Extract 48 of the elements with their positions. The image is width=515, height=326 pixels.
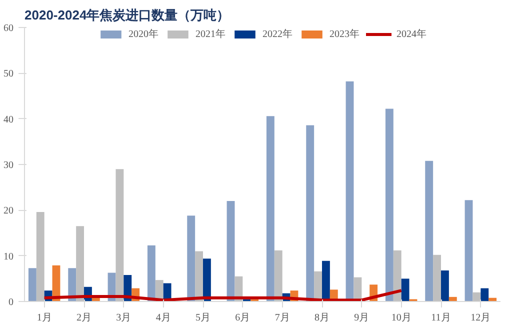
chart-title: 2020-2024年焦炭进口数量（万吨） [24,8,230,22]
bar [401,278,410,302]
bar [76,226,84,302]
x-tick-label: 1月 [36,312,52,324]
x-tick-label: 5月 [196,312,210,324]
legend-label: 2021年 [196,28,226,41]
bar [203,258,211,302]
bar [226,201,235,302]
x-tick-label: 7月 [274,312,290,324]
x-tick-label: 12月 [470,312,491,324]
bar [147,245,156,302]
bar [393,250,402,302]
legend-label: 2022年 [262,28,292,41]
x-tick-label: 3月 [116,312,132,324]
bar [472,292,481,302]
x-tick-label: 10月 [391,312,412,324]
legend-label: 2023年 [330,28,360,41]
bar [195,251,203,302]
y-tick-label: 40 [4,114,14,126]
bar [441,270,449,302]
bar [306,125,314,302]
line-series [42,289,403,302]
bar [274,250,282,302]
y-tick-label: 60 [4,23,14,34]
x-tick-label: 11月 [431,312,451,324]
y-tick-label: 0 [8,297,14,308]
y-tick-label: 50 [4,68,14,80]
bar [116,169,124,302]
bar [385,108,394,302]
y-tick-label: 30 [4,160,14,171]
bar [480,288,489,302]
y-tick-label: 10 [4,251,14,262]
bar [433,254,441,302]
x-tick-label: 2月 [76,312,92,324]
bar [266,116,274,302]
y-tick-label: 20 [4,206,14,217]
x-tick-label: 9月 [354,312,370,324]
x-tick-label: 8月 [314,312,330,324]
legend-label: 2024年 [396,28,426,41]
bar [464,200,473,302]
legend-label: 2020年 [128,28,158,41]
bar [425,160,434,302]
x-tick-label: 6月 [235,312,250,324]
bar [28,268,36,302]
x-tick-label: 4月 [156,312,171,324]
bar [68,268,76,302]
bar [36,212,44,302]
bar [187,216,196,302]
